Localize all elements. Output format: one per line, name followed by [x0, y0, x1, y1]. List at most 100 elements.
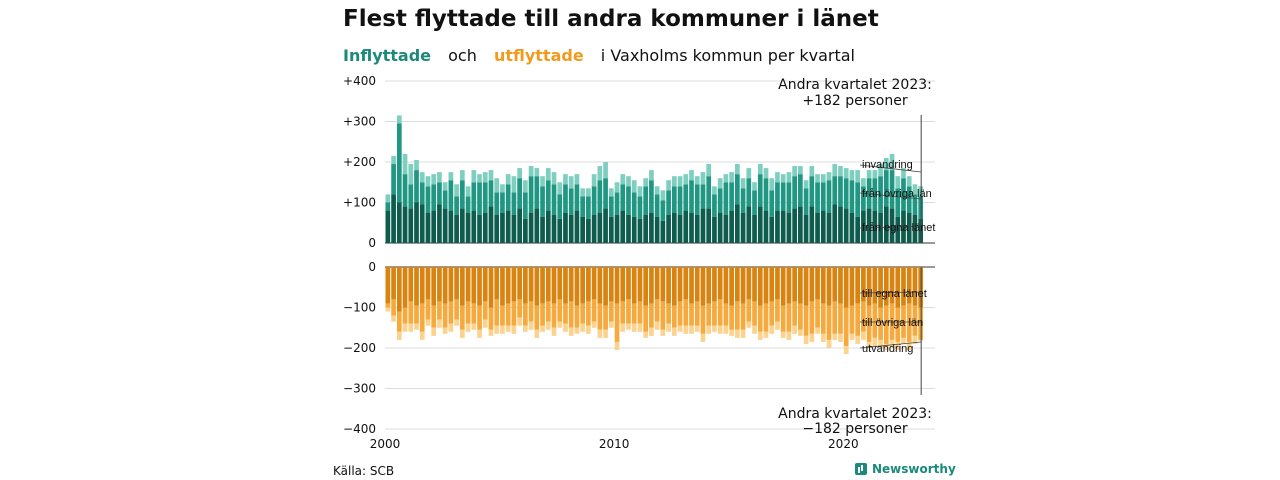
bar-in-2 — [734, 164, 740, 175]
label-invandring: invandring — [862, 159, 913, 171]
subtitle-utflyttade: utflyttade — [493, 46, 584, 65]
bar-out-2 — [906, 341, 912, 351]
bar-out-2 — [551, 327, 557, 336]
bar-in-1 — [683, 184, 689, 211]
bar-in-0 — [792, 208, 797, 243]
bar-out-1 — [580, 303, 586, 324]
bar-in-1 — [866, 178, 872, 209]
bar-in-0 — [889, 208, 895, 243]
bar-out-2 — [465, 323, 471, 332]
bar-out-0 — [643, 267, 649, 306]
bar-out-2 — [683, 325, 689, 334]
bar-out-2 — [798, 329, 803, 336]
bar-in-1 — [757, 174, 763, 207]
bar-out-0 — [706, 267, 712, 304]
bar-in-2 — [666, 180, 671, 191]
bar-out-2 — [471, 323, 477, 330]
bar-out-1 — [843, 307, 849, 346]
bar-out-1 — [757, 305, 763, 332]
bar-out-0 — [620, 267, 626, 302]
bar-out-1 — [454, 299, 459, 320]
bar-out-0 — [820, 267, 826, 304]
bar-in-2 — [459, 170, 465, 181]
bar-out-1 — [402, 307, 408, 324]
bar-out-1 — [437, 301, 442, 320]
bar-in-2 — [637, 186, 643, 197]
bar-in-0 — [752, 214, 757, 243]
bar-in-1 — [511, 192, 517, 215]
bar-in-1 — [654, 194, 660, 217]
bar-out-2 — [534, 329, 540, 338]
bar-out-0 — [631, 267, 637, 304]
bar-in-1 — [534, 176, 540, 209]
bar-out-1 — [482, 301, 488, 320]
bar-in-2 — [861, 178, 866, 187]
bar-in-2 — [545, 168, 551, 181]
bar-in-1 — [500, 192, 505, 213]
bar-in-0 — [523, 218, 528, 243]
bar-in-0 — [712, 216, 717, 243]
bar-in-2 — [551, 172, 557, 185]
bar-out-1 — [666, 303, 671, 324]
bar-out-0 — [488, 267, 494, 308]
bar-in-2 — [603, 162, 608, 179]
y-tick-bottom: −100 — [343, 301, 376, 315]
bar-in-1 — [746, 178, 752, 207]
bar-out-1 — [385, 303, 391, 308]
bar-in-2 — [832, 164, 838, 177]
bar-in-0 — [563, 212, 568, 243]
bar-out-1 — [419, 303, 425, 332]
bar-in-1 — [477, 182, 482, 215]
bar-in-2 — [591, 174, 597, 187]
bar-in-2 — [901, 168, 906, 179]
bar-out-2 — [729, 329, 734, 336]
bar-out-0 — [654, 267, 660, 300]
newsworthy-icon — [855, 463, 867, 475]
bar-out-1 — [694, 301, 700, 326]
bar-in-1 — [826, 180, 832, 213]
bar-in-0 — [437, 204, 442, 243]
bar-in-0 — [666, 214, 671, 243]
bar-in-0 — [649, 212, 654, 243]
bar-in-0 — [614, 214, 620, 243]
bar-out-2 — [614, 341, 620, 351]
bar-in-0 — [517, 208, 522, 243]
bar-in-2 — [689, 170, 694, 181]
bar-in-0 — [700, 208, 706, 243]
label-connector — [859, 225, 922, 229]
bar-out-2 — [528, 321, 534, 330]
bar-out-2 — [878, 339, 883, 348]
bar-in-1 — [803, 188, 809, 215]
bar-out-0 — [597, 267, 603, 304]
bar-in-1 — [408, 184, 414, 209]
bar-out-2 — [631, 323, 637, 332]
bar-out-1 — [746, 299, 752, 322]
bar-in-2 — [419, 172, 425, 183]
bar-out-1 — [408, 301, 414, 324]
bar-in-2 — [752, 182, 757, 191]
bar-in-1 — [431, 184, 437, 211]
bar-out-0 — [849, 267, 855, 306]
bar-in-2 — [803, 180, 809, 189]
bar-in-0 — [826, 212, 832, 243]
bar-out-2 — [448, 323, 454, 332]
bar-in-1 — [712, 194, 717, 217]
bar-in-0 — [477, 214, 482, 243]
bar-out-2 — [717, 325, 723, 334]
bar-out-0 — [671, 267, 677, 306]
bar-out-2 — [883, 343, 889, 351]
bar-out-0 — [540, 267, 545, 304]
bar-in-1 — [608, 196, 614, 217]
bar-in-0 — [780, 210, 786, 243]
bar-out-2 — [689, 325, 694, 334]
annotation-bottom-line1: Andra kvartalet 2023: — [778, 406, 932, 422]
bar-in-2 — [425, 176, 431, 187]
bar-out-1 — [769, 301, 775, 326]
bar-in-0 — [734, 204, 740, 243]
bar-out-2 — [792, 325, 797, 334]
bar-in-1 — [488, 180, 494, 207]
annotation-top-line2: +182 personer — [802, 93, 908, 109]
bar-in-0 — [511, 214, 517, 243]
bar-out-2 — [597, 329, 603, 338]
